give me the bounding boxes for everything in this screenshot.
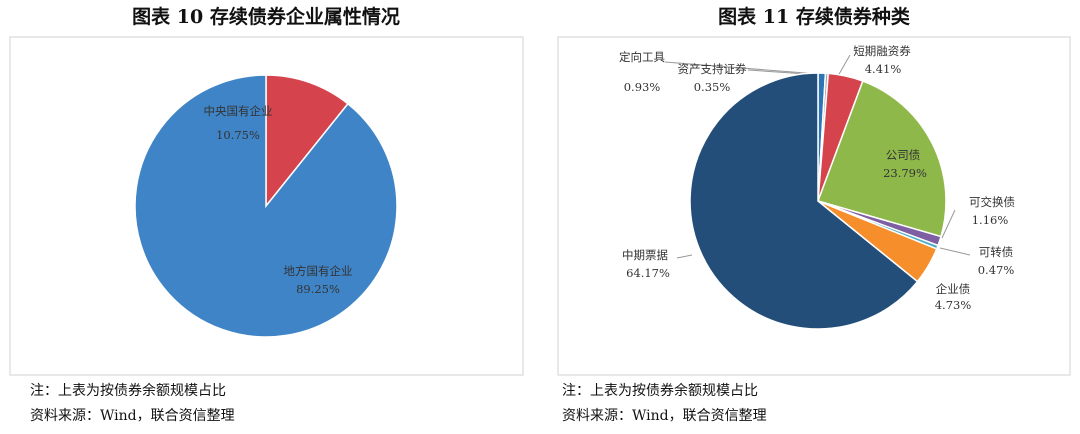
panel-frame <box>9 36 524 376</box>
value-label: 23.79% <box>883 166 927 180</box>
value-label: 0.47% <box>978 263 1015 277</box>
slice-label: 地方国有企业 <box>284 264 353 278</box>
value-label: 0.93% <box>624 80 661 94</box>
value-label: 10.75% <box>216 128 260 142</box>
value-label: 4.41% <box>865 62 902 76</box>
pie-slice <box>689 72 919 330</box>
source: 资料来源：Wind，联合资信整理 <box>562 408 767 424</box>
pie-slice <box>265 74 349 209</box>
value-label: 4.73% <box>935 298 972 312</box>
slice-label: 资产支持证券 <box>678 62 747 76</box>
slice-label: 短期融资券 <box>853 44 911 58</box>
pie-slice <box>134 74 398 338</box>
value-label: 1.16% <box>972 213 1009 227</box>
slice-label: 可交换债 <box>969 195 1015 209</box>
note: 注：上表为按债券余额规模占比 <box>30 382 226 399</box>
source: 资料来源：Wind，联合资信整理 <box>30 408 235 424</box>
note: 注：上表为按债券余额规模占比 <box>562 382 758 399</box>
slice-label: 中央国有企业 <box>204 104 273 118</box>
slice-label: 定向工具 <box>619 50 665 64</box>
value-label: 0.35% <box>694 80 731 94</box>
slice-label: 企业债 <box>936 282 971 296</box>
slice-label: 中期票据 <box>622 248 668 262</box>
value-label: 89.25% <box>296 282 340 296</box>
value-label: 64.17% <box>626 266 670 280</box>
panel-frame <box>557 36 1071 376</box>
pie-slice <box>817 80 947 238</box>
slice-label: 可转债 <box>979 245 1014 259</box>
slice-label: 公司债 <box>886 148 921 162</box>
chart-title: 图表 10 存续债券企业属性情况 <box>132 5 400 28</box>
chart-title: 图表 11 存续债券种类 <box>718 5 910 28</box>
